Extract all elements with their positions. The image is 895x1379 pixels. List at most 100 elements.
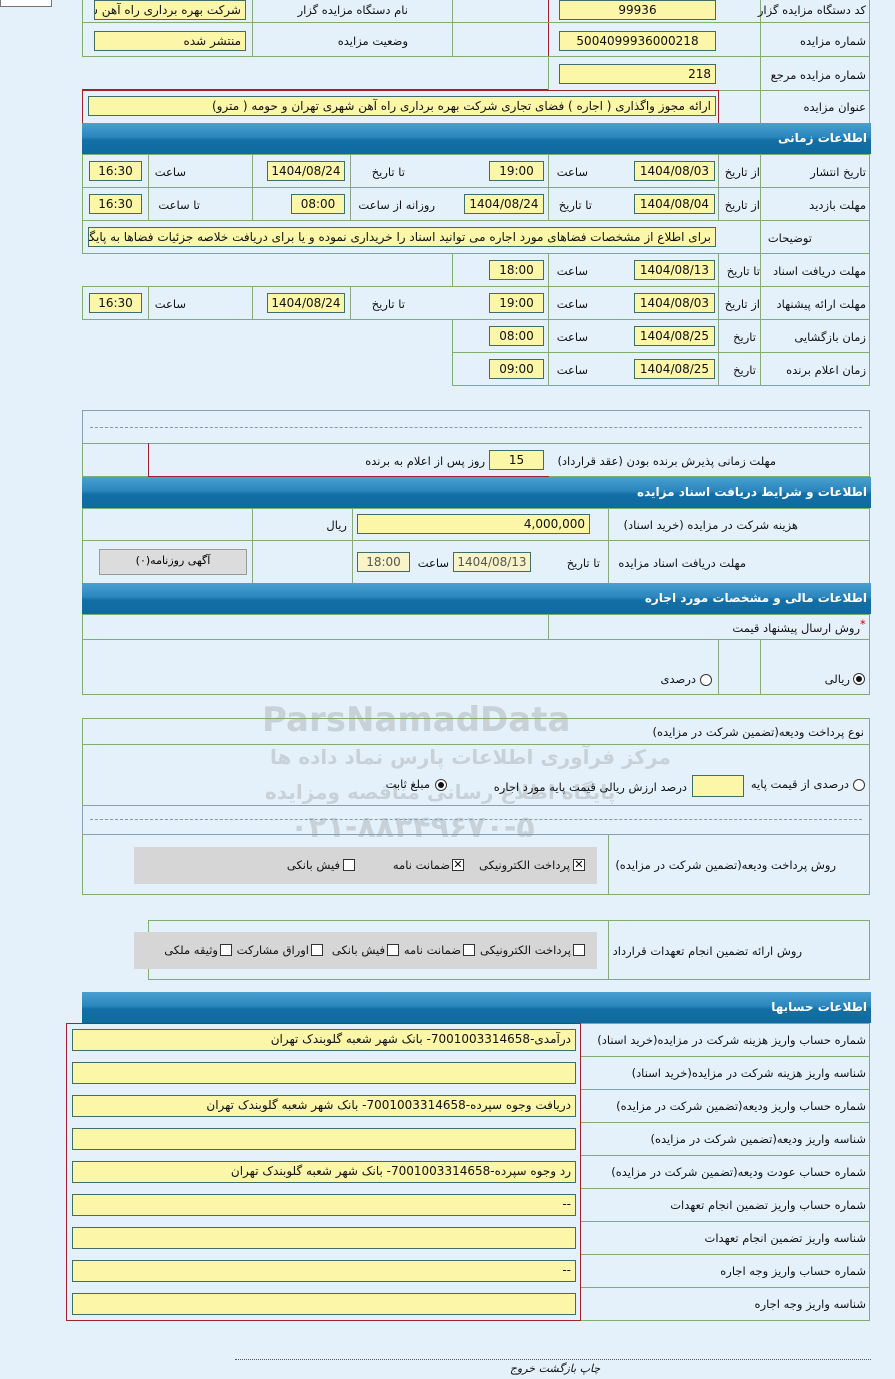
percent-label: درصدی [660, 672, 696, 686]
section-accounts-header: اطلاعات حسابها [82, 992, 871, 1023]
winner-label: زمان اعلام برنده [786, 363, 866, 377]
account-field[interactable] [72, 1293, 576, 1315]
guarantee-bonds-label: اوراق مشارکت [236, 943, 309, 957]
account-label: شناسه واریز وجه اجاره [754, 1297, 866, 1311]
section-time-header: اطلاعات زمانی [82, 123, 871, 154]
footer-links-print-back-exit[interactable]: چاپ بازگشت خروج [509, 1362, 601, 1375]
account-field[interactable]: -- [72, 1194, 576, 1216]
row-number [82, 22, 870, 57]
radio-fixed[interactable] [435, 779, 447, 791]
section-finance-title: اطلاعات مالی و مشخصات مورد اجاره [644, 591, 867, 605]
publish-from-field[interactable]: 1404/08/03 [634, 161, 715, 181]
section-time-title: اطلاعات زمانی [778, 131, 867, 145]
deposit-type-label: نوع پرداخت ودیعه(تضمین شرکت در مزایده) [652, 725, 864, 739]
checkbox-deposit-receipt[interactable] [343, 859, 355, 871]
title-field[interactable]: ارائه مجوز واگذاری ( اجاره ) فضای تجاری … [88, 96, 716, 116]
account-field[interactable]: -- [72, 1260, 576, 1282]
visit-from-field[interactable]: 1404/08/04 [634, 194, 715, 214]
checkbox-deposit-electronic[interactable]: ✕ [573, 858, 585, 871]
checkbox-guarantee-electronic[interactable] [573, 944, 585, 956]
visit-daily-label: روزانه از ساعت [358, 198, 435, 212]
fixed-label: مبلغ ثابت [385, 777, 430, 791]
number-label: شماره مزایده [800, 34, 866, 48]
offer-time2-field[interactable]: 16:30 [89, 293, 142, 313]
deposit-guarantee-label: ضمانت نامه [392, 858, 450, 872]
visit-daily-field[interactable]: 08:00 [291, 194, 345, 214]
account-field[interactable] [72, 1062, 576, 1084]
offer-to-field[interactable]: 1404/08/24 [267, 293, 345, 313]
visit-to-field[interactable]: 1404/08/24 [464, 194, 544, 214]
deposit-receipt-label: فیش بانکی [286, 858, 340, 872]
row-winner [452, 352, 870, 386]
guarantee-letter-label: ضمانت نامه [403, 943, 461, 957]
visit-until-field[interactable]: 16:30 [89, 194, 142, 214]
row-deposit-options [82, 744, 870, 806]
fee-label: هزینه شرکت در مزایده (خرید اسناد) [623, 518, 799, 532]
deadline-to-label: تا تاریخ [566, 556, 600, 570]
open-date-field[interactable]: 1404/08/25 [634, 326, 715, 346]
fee-field[interactable]: 4,000,000 [357, 514, 590, 534]
percent-base-suffix: درصد ارزش ریالی قیمت پایه مورد اجاره [493, 780, 687, 794]
deadline-date-field[interactable]: 1404/08/13 [453, 552, 531, 572]
account-label: شماره حساب عودت ودیعه(تضمین شرکت در مزای… [611, 1165, 866, 1179]
visit-label: مهلت بازدید [809, 198, 866, 212]
account-field[interactable]: دریافت وجوه سپرده-7001003314658- بانک شه… [72, 1095, 576, 1117]
visit-from-label: از تاریخ [724, 198, 760, 212]
percent-base-field[interactable] [692, 775, 744, 797]
docs-to-field[interactable]: 1404/08/13 [634, 260, 715, 280]
publish-from-label: از تاریخ [724, 165, 760, 179]
newspaper-ad-button[interactable]: آگهی روزنامه(۰) [99, 549, 247, 575]
checkbox-guarantee-letter[interactable] [463, 944, 475, 956]
winner-date-field[interactable]: 1404/08/25 [634, 359, 715, 379]
checkbox-guarantee-property[interactable] [220, 944, 232, 956]
checkbox-deposit-guarantee[interactable]: ✕ [452, 858, 464, 871]
status-field[interactable]: منتشر شده [94, 31, 246, 51]
docs-time-label: ساعت [556, 264, 588, 278]
publish-time-field[interactable]: 19:00 [489, 161, 544, 181]
deadline-time-field[interactable]: 18:00 [357, 552, 410, 572]
offer-from-field[interactable]: 1404/08/03 [634, 293, 715, 313]
offer-time-label: ساعت [556, 297, 588, 311]
percent-base-label: درصدی از قیمت پایه [750, 777, 849, 791]
accept-label: مهلت زمانی پذیرش برنده بودن (عقد قرارداد… [557, 454, 776, 468]
radio-rial[interactable] [853, 673, 865, 685]
rial-label: ریالی [824, 672, 850, 686]
docs-time-field[interactable]: 18:00 [489, 260, 544, 280]
winner-time-label: ساعت [556, 363, 588, 377]
guarantee-receipt-label: فیش بانکی [331, 943, 385, 957]
account-field[interactable]: درآمدی-7001003314658- بانک شهر شعبه گلوب… [72, 1029, 576, 1051]
ref-field[interactable]: 218 [559, 64, 716, 84]
title-label: عنوان مزایده [803, 100, 866, 114]
required-mark: * [860, 617, 866, 631]
top-left-widget [0, 0, 52, 7]
guarantee-property-label: وثیقه ملکی [164, 943, 218, 957]
desc-label: توضیحات [767, 231, 812, 245]
accept-days-field[interactable]: 15 [489, 450, 544, 470]
org-field[interactable]: شرکت بهره برداری راه آهن شهری تهران و حو… [94, 0, 246, 20]
publish-to-field[interactable]: 1404/08/24 [267, 161, 345, 181]
radio-percent[interactable] [700, 674, 712, 686]
checkbox-guarantee-receipt[interactable] [387, 944, 399, 956]
offer-to-label: تا تاریخ [371, 297, 405, 311]
winner-time-field[interactable]: 09:00 [489, 359, 544, 379]
deadline-time-label: ساعت [417, 556, 449, 570]
publish-time2-field[interactable]: 16:30 [89, 161, 142, 181]
account-field[interactable] [72, 1128, 576, 1150]
checkbox-guarantee-bonds[interactable] [311, 944, 323, 956]
guarantee-electronic-label: پرداخت الکترونیکی [480, 943, 571, 957]
row-method-options [82, 639, 870, 695]
org-label: نام دستگاه مزایده گزار [297, 3, 408, 17]
offer-time-field[interactable]: 19:00 [489, 293, 544, 313]
publish-label: تاریخ انتشار [810, 165, 866, 179]
code-field[interactable]: 99936 [559, 0, 716, 20]
open-time-field[interactable]: 08:00 [489, 326, 544, 346]
account-field[interactable] [72, 1227, 576, 1249]
method-label: روش ارسال پیشنهاد قیمت [732, 621, 860, 635]
account-label: شناسه واریز هزینه شرکت در مزایده(خرید اس… [631, 1066, 866, 1080]
radio-percent-base[interactable] [853, 779, 865, 791]
number-field[interactable]: 5004099936000218 [559, 31, 716, 51]
section-finance-header: اطلاعات مالی و مشخصات مورد اجاره [82, 583, 871, 614]
desc-field[interactable]: برای اطلاع از مشخصات فضاهای مورد اجاره م… [88, 227, 716, 247]
deposit-methods-box [134, 847, 597, 884]
account-field[interactable]: رد وجوه سپرده-7001003314658- بانک شهر شع… [72, 1161, 576, 1183]
